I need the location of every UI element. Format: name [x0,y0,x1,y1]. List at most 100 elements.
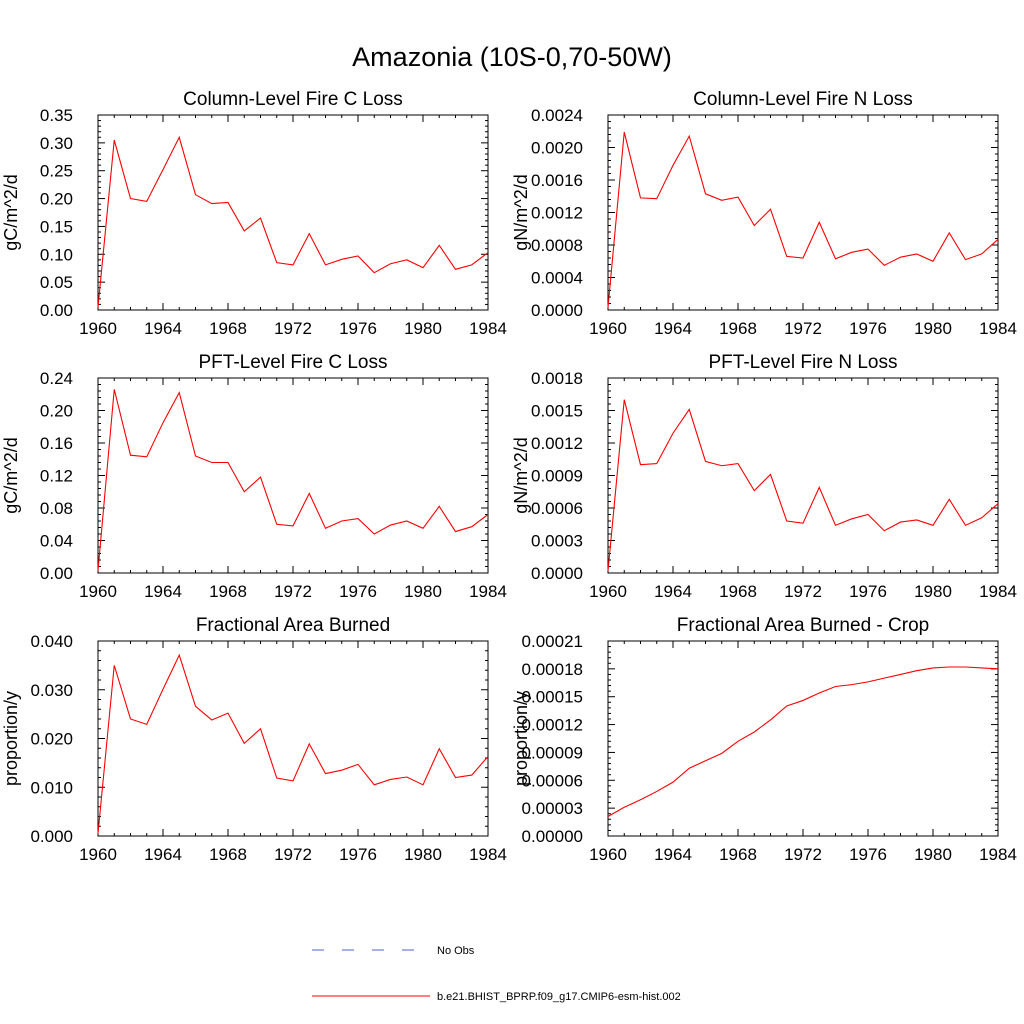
y-tick-label: 0.00006 [522,771,583,790]
panels: 1960 1964 1968 1972 1976 1980 1984 0.00 0.05 0.10… [1,89,1017,864]
series-line-1 [607,399,999,571]
y-tick-label: 0.0016 [531,171,583,190]
y-tick-label: 0.24 [40,369,73,388]
x-tick-label: 1980 [404,319,442,338]
plot-frame [97,114,489,311]
series-line-1 [97,389,489,571]
chart-panel-6: 1960 1964 1968 1972 1976 1980 1984 0.00000 0.000… [511,615,1017,864]
y-tick-label: 0.0004 [531,269,583,288]
y-tick-label: 0.0000 [531,564,583,583]
y-axis-label: gC/m^2/d [1,437,21,513]
x-tick-label: 1960 [79,319,117,338]
y-tick-label: 0.0008 [531,236,583,255]
legend-label: No Obs [437,945,475,957]
x-tick-label: 1980 [404,582,442,601]
y-axis-label: gC/m^2/d [1,174,21,250]
y-tick-label: 0.25 [40,162,73,181]
x-tick-label: 1964 [654,582,692,601]
y-tick-label: 0.0012 [531,204,583,223]
y-tick-label: 0.0015 [531,402,583,421]
y-tick-label: 0.00 [40,564,73,583]
y-tick-label: 0.00000 [522,827,583,846]
x-tick-label: 1972 [274,845,312,864]
x-tick-label: 1968 [209,845,247,864]
y-tick-label: 0.00 [40,301,73,320]
series-line-1 [607,131,999,308]
x-tick-label: 1964 [144,319,182,338]
panel-title: PFT-Level Fire C Loss [199,352,388,373]
x-tick-label: 1984 [469,582,507,601]
y-tick-label: 0.0018 [531,369,583,388]
x-tick-label: 1972 [784,582,822,601]
x-tick-label: 1980 [914,319,952,338]
y-tick-label: 0.0024 [531,106,583,125]
y-tick-label: 0.00021 [522,632,583,651]
legend-label: b.e21.BHIST_BPRP.f09_g17.CMIP6-esm-hist.… [437,991,681,1003]
y-tick-label: 0.20 [40,190,73,209]
x-tick-label: 1976 [849,319,887,338]
chart-panel-5: 1960 1964 1968 1972 1976 1980 1984 0.000 0.010 0.… [1,615,507,864]
chart-panel-2: 1960 1964 1968 1972 1976 1980 1984 0.0000 0.0004… [511,89,1017,338]
x-tick-label: 1972 [274,582,312,601]
chart-panel-1: 1960 1964 1968 1972 1976 1980 1984 0.00 0.05 0.10… [1,89,507,338]
panel-title: Column-Level Fire N Loss [693,89,913,110]
y-axis-label: proportion/y [511,691,531,786]
legend: No Obs b.e21.BHIST_BPRP.f09_g17.CMIP6-esm… [312,945,681,1003]
y-tick-label: 0.35 [40,106,73,125]
y-tick-label: 0.00015 [522,688,583,707]
x-tick-label: 1968 [209,319,247,338]
y-tick-label: 0.040 [30,632,73,651]
x-tick-label: 1960 [79,582,117,601]
x-tick-label: 1968 [719,582,757,601]
y-tick-label: 0.04 [40,532,73,551]
chart-panel-4: 1960 1964 1968 1972 1976 1980 1984 0.0000 0.0003… [511,352,1017,601]
panel-title: Column-Level Fire C Loss [183,89,403,110]
x-tick-label: 1984 [979,845,1017,864]
x-tick-label: 1980 [404,845,442,864]
x-tick-label: 1976 [339,319,377,338]
y-tick-label: 0.08 [40,499,73,518]
y-tick-label: 0.10 [40,245,73,264]
legend-entry-2: b.e21.BHIST_BPRP.f09_g17.CMIP6-esm-hist.… [312,991,681,1003]
y-tick-label: 0.030 [30,681,73,700]
x-tick-label: 1960 [589,582,627,601]
x-tick-label: 1984 [469,845,507,864]
plot-frame [607,114,999,311]
x-tick-label: 1960 [589,845,627,864]
x-tick-label: 1984 [979,319,1017,338]
x-tick-label: 1980 [914,845,952,864]
x-tick-label: 1964 [654,845,692,864]
x-tick-label: 1960 [79,845,117,864]
x-tick-label: 1976 [849,582,887,601]
plot-frame [607,640,999,837]
x-tick-label: 1972 [274,319,312,338]
y-tick-label: 0.12 [40,467,73,486]
x-tick-label: 1964 [654,319,692,338]
x-tick-label: 1964 [144,845,182,864]
y-tick-label: 0.15 [40,217,73,236]
x-tick-label: 1960 [589,319,627,338]
plot-frame [97,377,489,574]
y-tick-label: 0.16 [40,434,73,453]
x-tick-label: 1968 [719,319,757,338]
x-tick-label: 1972 [784,319,822,338]
x-tick-label: 1972 [784,845,822,864]
y-axis-label: gN/m^2/d [511,174,531,250]
y-tick-label: 0.0006 [531,499,583,518]
figure-title: Amazonia (10S-0,70-50W) [352,42,672,72]
y-tick-label: 0.010 [30,778,73,797]
y-tick-label: 0.30 [40,134,73,153]
series-line-1 [97,135,489,308]
y-tick-label: 0.00012 [522,716,583,735]
y-tick-label: 0.00009 [522,743,583,762]
panel-title: Fractional Area Burned - Crop [677,615,929,636]
y-tick-label: 0.00018 [522,660,583,679]
series-line-1 [607,666,999,817]
x-tick-label: 1964 [144,582,182,601]
x-tick-label: 1968 [719,845,757,864]
y-tick-label: 0.20 [40,402,73,421]
series-line-1 [97,653,489,834]
y-tick-label: 0.00003 [522,799,583,818]
x-tick-label: 1984 [979,582,1017,601]
